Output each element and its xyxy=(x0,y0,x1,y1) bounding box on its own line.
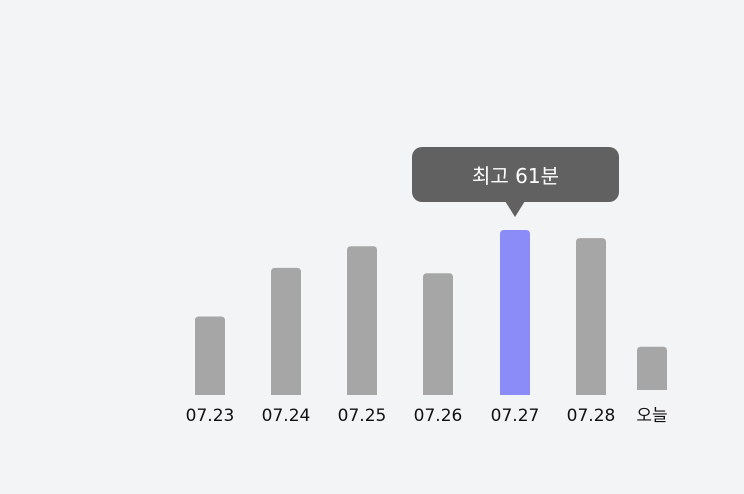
bar-07.24[interactable] xyxy=(271,267,301,395)
x-tick-label: 07.24 xyxy=(262,406,311,426)
bar-07.28[interactable] xyxy=(576,238,606,395)
x-tick-label: 07.23 xyxy=(186,406,235,426)
x-tick-label: 오늘 xyxy=(636,406,667,426)
x-tick-label: 07.28 xyxy=(567,406,616,426)
bar-07.26[interactable] xyxy=(423,273,453,395)
x-tick-label: 07.27 xyxy=(491,406,540,426)
max-tooltip: 최고 61분 xyxy=(412,147,619,202)
bar-07.27[interactable] xyxy=(500,230,530,395)
x-tick-label: 07.25 xyxy=(338,406,387,426)
x-tick-label: 07.26 xyxy=(414,406,463,426)
bar-07.23[interactable] xyxy=(195,316,225,395)
max-tooltip-label: 최고 61분 xyxy=(471,164,559,188)
max-tooltip-arrow xyxy=(505,201,525,217)
bar-오늘[interactable] xyxy=(637,346,667,390)
bar-07.25[interactable] xyxy=(347,246,377,395)
